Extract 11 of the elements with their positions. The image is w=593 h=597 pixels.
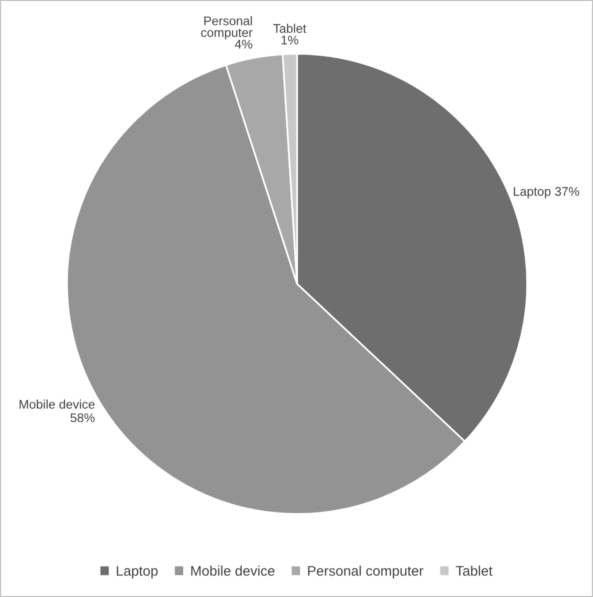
legend-label: Mobile device xyxy=(191,566,274,576)
data-label: 1% xyxy=(282,36,298,44)
slice-label: Tablet xyxy=(273,24,306,33)
category-label: Laptop 37% xyxy=(514,187,580,198)
data-label: 4% xyxy=(234,40,252,49)
data-label: 58% xyxy=(70,413,95,422)
legend-label: Tablet xyxy=(456,566,492,576)
legend-label: Personal computer xyxy=(308,566,424,579)
slice-label: Mobile device xyxy=(20,400,95,409)
legend-label: Laptop xyxy=(116,566,158,579)
slice-label: Personal computer xyxy=(201,16,252,40)
